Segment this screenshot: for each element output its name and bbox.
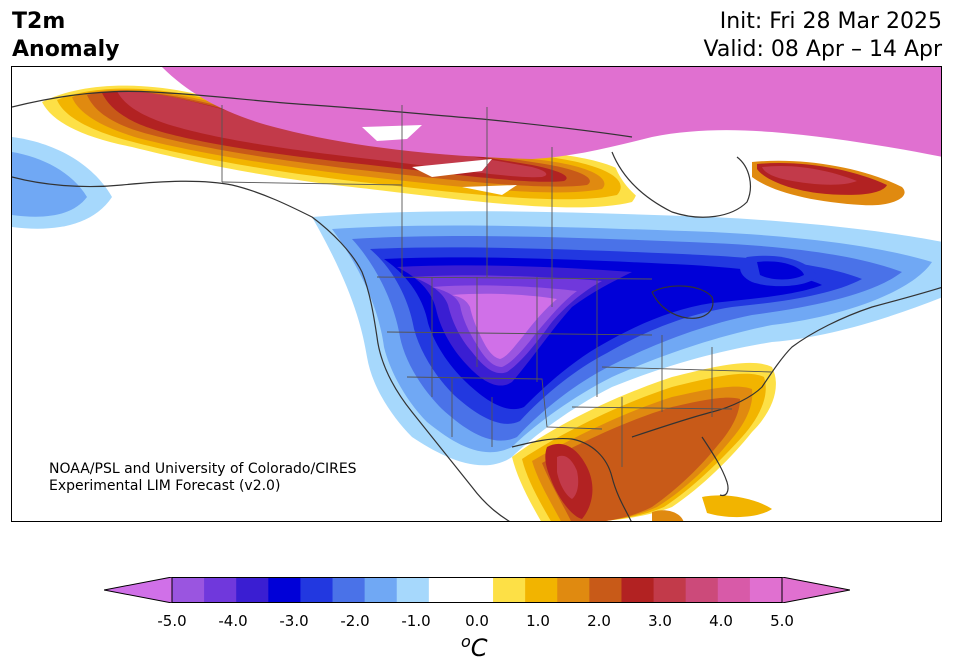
colorbar-over-arrow	[781, 576, 851, 604]
credit-line-1: NOAA/PSL and University of Colorado/CIRE…	[49, 461, 357, 477]
variable-subtitle: Anomaly	[12, 37, 120, 62]
colorbar-segment	[557, 577, 590, 603]
forecast-dates: Init: Fri 28 Mar 2025 Valid: 08 Apr – 14…	[704, 8, 943, 64]
colorbar-segment	[525, 577, 558, 603]
colorbar-tick-label: 1.0	[526, 612, 550, 630]
map-canvas	[12, 67, 941, 521]
warm-anomaly-north	[42, 67, 941, 208]
init-date: Init: Fri 28 Mar 2025	[719, 9, 942, 34]
colorbar-ticks: -5.0 -4.0 -3.0 -2.0 -1.0 0.0 1.0 2.0 3.0 4.0 5.0	[0, 612, 954, 632]
valid-range: Valid: 08 Apr – 14 Apr	[703, 37, 943, 62]
cold-anomaly	[12, 137, 941, 466]
coastlines	[12, 90, 941, 521]
colorbar-segment	[428, 577, 462, 603]
colorbar-segment	[749, 577, 783, 603]
colorbar-segment	[204, 577, 237, 603]
colorbar-segment	[236, 577, 269, 603]
no-data-patches	[362, 125, 745, 265]
map-title: T2m Anomaly	[12, 8, 119, 64]
colorbar-unit: oC	[461, 632, 488, 662]
colorbar-tick-label: -5.0	[157, 612, 187, 630]
colorbar-segment	[300, 577, 334, 603]
colorbar-segment	[717, 577, 751, 603]
credit-text: NOAA/PSL and University of Colorado/CIRE…	[49, 461, 357, 495]
colorbar-segment	[172, 577, 205, 603]
colorbar-graphic	[103, 576, 851, 604]
colorbar-tick-label: 4.0	[709, 612, 733, 630]
colorbar-tick-label: 0.0	[465, 612, 489, 630]
colorbar-segment	[460, 577, 494, 603]
anomaly-map	[11, 66, 942, 522]
colorbar-tick-label: 5.0	[770, 612, 794, 630]
colorbar-tick-label: -1.0	[401, 612, 431, 630]
colorbar-tick-label: -2.0	[340, 612, 370, 630]
colorbar-tick-label: -4.0	[218, 612, 248, 630]
credit-line-2: Experimental LIM Forecast (v2.0)	[49, 478, 281, 494]
variable-name: T2m	[12, 9, 66, 34]
colorbar-tick-label: 3.0	[648, 612, 672, 630]
warm-anomaly-southeast	[512, 362, 776, 521]
unit-degree: o	[461, 632, 471, 651]
colorbar-segment	[364, 577, 398, 603]
colorbar-segment	[396, 577, 430, 603]
colorbar-segment	[621, 577, 655, 603]
colorbar-tick-label: 2.0	[587, 612, 611, 630]
colorbar-segment	[653, 577, 687, 603]
unit-celsius: C	[470, 634, 488, 662]
colorbar-segment	[589, 577, 622, 603]
colorbar-border	[171, 577, 783, 603]
colorbar-segment	[493, 577, 526, 603]
political-borders	[221, 105, 773, 467]
colorbar-under-arrow	[103, 576, 173, 604]
colorbar-segment	[685, 577, 719, 603]
colorbar-tick-label: -3.0	[279, 612, 309, 630]
colorbar	[103, 576, 851, 604]
colorbar-segment	[332, 577, 366, 603]
colorbar-segment	[268, 577, 301, 603]
